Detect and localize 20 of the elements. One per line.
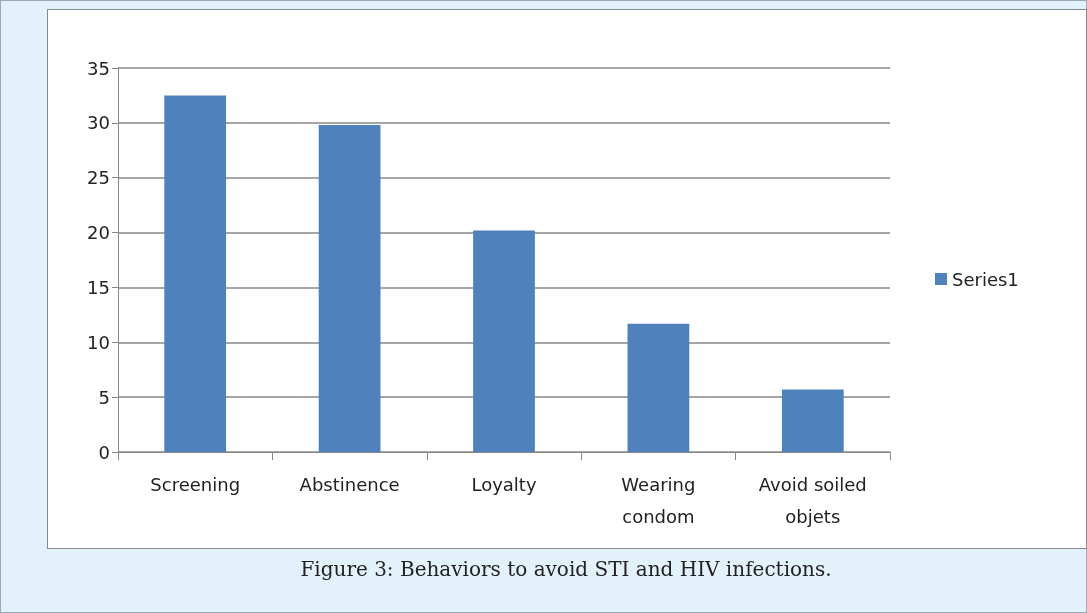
y-tick-label: 0 [98, 441, 110, 463]
x-tick-label: Avoid soiled objets [758, 473, 867, 527]
y-tick-label: 5 [98, 386, 110, 408]
y-tick-label: 15 [87, 276, 110, 298]
legend-label: Series1 [952, 268, 1019, 290]
bar [627, 323, 690, 452]
bar [473, 230, 535, 452]
x-tick-label: Screening [150, 473, 241, 495]
bar [781, 389, 844, 452]
y-tick-label: 25 [87, 167, 110, 189]
bar [164, 95, 227, 452]
y-tick-label: 30 [87, 112, 110, 134]
bar [318, 125, 381, 452]
caption: Figure 3: Behaviors to avoid STI and HIV infections. [299, 557, 833, 581]
y-tick-label: 20 [87, 222, 110, 244]
x-tick-label: Abstinence [299, 473, 400, 495]
y-tick-label: 35 [87, 57, 110, 79]
y-tick-label: 10 [87, 331, 110, 353]
x-tick-label: Wearing condom [621, 473, 696, 527]
x-tick-label: Loyalty [471, 473, 537, 495]
